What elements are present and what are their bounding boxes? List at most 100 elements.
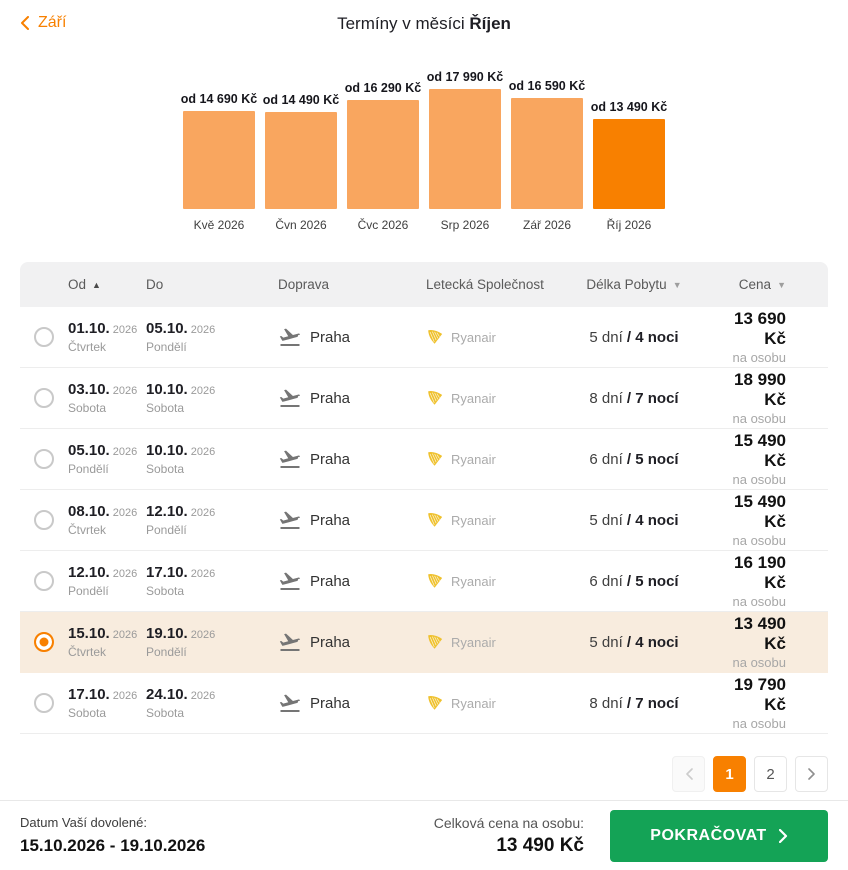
month-bar[interactable]: od 14 490 Kč Čvn 2026 <box>263 93 339 232</box>
flight-takeoff-icon <box>279 572 301 590</box>
sort-asc-icon: ▲ <box>92 279 101 290</box>
ryanair-logo-icon <box>428 573 443 588</box>
from-weekday: Pondělí <box>68 462 109 476</box>
from-weekday: Sobota <box>68 706 107 720</box>
from-date: 12.10. <box>68 564 110 581</box>
to-date: 05.10. <box>146 320 188 337</box>
table-row[interactable]: 05.10. 2026 Pondělí 10.10. 2026 Sobota Pra… <box>20 429 828 490</box>
sort-desc-icon: ▼ <box>672 279 682 290</box>
table-row[interactable]: 17.10. 2026 Sobota 24.10. 2026 Sobota Prah… <box>20 673 828 734</box>
bar-rect[interactable] <box>347 100 419 209</box>
back-to-previous-month-link[interactable]: Září <box>20 14 66 32</box>
pagination-next-button[interactable] <box>795 756 828 792</box>
sort-desc-icon: ▼ <box>777 279 786 290</box>
duration-nights: / 4 noci <box>626 633 679 651</box>
to-weekday: Pondělí <box>146 340 187 354</box>
column-header-delka-pobytu[interactable]: Délka Pobytu ▼ <box>586 277 682 292</box>
bar-price-label: od 16 290 Kč <box>344 81 422 95</box>
flight-takeoff-icon <box>279 450 301 468</box>
from-year: 2026 <box>112 507 138 519</box>
bar-price-label: od 16 590 Kč <box>508 79 586 93</box>
row-select-radio[interactable] <box>34 571 54 591</box>
to-date: 17.10. <box>146 564 188 581</box>
table-header-row: Od ▲ Do Doprava Letecká Společnost Délka… <box>20 262 828 307</box>
duration-days: 5 dní <box>589 328 623 346</box>
table-row[interactable]: 03.10. 2026 Sobota 10.10. 2026 Sobota Prah… <box>20 368 828 429</box>
pagination-pages: 1 2 <box>713 756 787 792</box>
page-title-month: Říjen <box>469 14 511 33</box>
bar-rect[interactable] <box>183 111 255 209</box>
row-price-per-person: na osobu <box>732 533 787 548</box>
airline-name: Ryanair <box>451 451 496 467</box>
table-row[interactable]: 01.10. 2026 Čtvrtek 05.10. 2026 Pondělí Pr… <box>20 307 828 368</box>
column-header-doprava[interactable]: Doprava <box>278 277 330 292</box>
to-date: 19.10. <box>146 625 188 642</box>
from-date: 15.10. <box>68 625 110 642</box>
row-select-radio[interactable] <box>34 388 54 408</box>
table-row[interactable]: 15.10. 2026 Čtvrtek 19.10. 2026 Pondělí Pr… <box>20 612 828 673</box>
topbar: Září Termíny v měsíci Říjen <box>0 0 848 46</box>
continue-button-label: POKRAČOVAT <box>650 826 767 844</box>
transport-city: Praha <box>310 511 351 529</box>
row-select-radio[interactable] <box>34 693 54 713</box>
duration-days: 8 dní <box>589 694 623 712</box>
bar-price-label: od 17 990 Kč <box>426 70 504 84</box>
month-bar[interactable]: od 14 690 Kč Kvě 2026 <box>181 92 257 232</box>
to-weekday: Sobota <box>146 584 185 598</box>
from-date: 17.10. <box>68 686 110 703</box>
total-price-block: Celková cena na osobu: 13 490 Kč <box>434 815 584 857</box>
transport-city: Praha <box>310 389 351 407</box>
to-year: 2026 <box>190 629 216 641</box>
to-year: 2026 <box>190 690 216 702</box>
row-price: 18 990 Kč <box>734 370 786 409</box>
airline-name: Ryanair <box>451 695 496 711</box>
from-year: 2026 <box>112 690 138 702</box>
month-bar[interactable]: od 17 990 Kč Srp 2026 <box>426 70 504 232</box>
column-header-cena[interactable]: Cena ▼ <box>738 277 786 292</box>
chevron-left-icon <box>685 768 693 780</box>
bar-rect[interactable] <box>511 98 583 209</box>
bar-month-label: Říj 2026 <box>606 218 652 232</box>
to-year: 2026 <box>190 385 216 397</box>
row-price-per-person: na osobu <box>732 472 787 487</box>
duration-nights: / 7 nocí <box>626 389 679 407</box>
airline-name: Ryanair <box>451 329 496 345</box>
flight-takeoff-icon <box>279 328 301 346</box>
table-row[interactable]: 12.10. 2026 Pondělí 17.10. 2026 Sobota Pra… <box>20 551 828 612</box>
row-select-radio[interactable] <box>34 449 54 469</box>
airline-name: Ryanair <box>451 634 496 650</box>
transport-city: Praha <box>310 572 351 590</box>
row-price-per-person: na osobu <box>732 411 787 426</box>
pagination-page-button[interactable]: 1 <box>713 756 746 792</box>
column-header-letecka-spolecnost[interactable]: Letecká Společnost <box>426 277 544 292</box>
continue-button[interactable]: POKRAČOVAT <box>610 809 828 862</box>
month-bar[interactable]: od 13 490 Kč Říj 2026 <box>591 100 667 232</box>
from-weekday: Čtvrtek <box>68 645 107 659</box>
table-row[interactable]: 08.10. 2026 Čtvrtek 12.10. 2026 Pondělí Pr… <box>20 490 828 551</box>
from-year: 2026 <box>112 629 138 641</box>
flight-takeoff-icon <box>279 694 301 712</box>
vacation-date-value: 15.10.2026 - 19.10.2026 <box>20 836 206 855</box>
to-year: 2026 <box>190 324 216 336</box>
bar-rect[interactable] <box>429 89 501 209</box>
row-select-radio[interactable] <box>34 632 54 652</box>
airline-name: Ryanair <box>451 573 496 589</box>
pagination: 1 2 <box>20 756 828 792</box>
column-header-od[interactable]: Od ▲ <box>68 277 101 292</box>
row-select-radio[interactable] <box>34 510 54 530</box>
bar-rect[interactable] <box>593 119 665 209</box>
flight-takeoff-icon <box>279 633 301 651</box>
duration-days: 6 dní <box>589 450 623 468</box>
duration-nights: / 4 noci <box>626 511 679 529</box>
column-header-do[interactable]: Do <box>146 277 164 292</box>
month-bar[interactable]: od 16 290 Kč Čvc 2026 <box>344 81 422 232</box>
airline-name: Ryanair <box>451 390 496 406</box>
row-select-radio[interactable] <box>34 327 54 347</box>
pagination-prev-button[interactable] <box>672 756 705 792</box>
bar-rect[interactable] <box>265 112 337 209</box>
chevron-right-icon <box>778 828 787 843</box>
to-date: 10.10. <box>146 442 188 459</box>
vacation-date-block: Datum Vaší dovolené: 15.10.2026 - 19.10.… <box>20 815 205 856</box>
month-bar[interactable]: od 16 590 Kč Zář 2026 <box>508 79 586 232</box>
pagination-page-button[interactable]: 2 <box>754 756 787 792</box>
